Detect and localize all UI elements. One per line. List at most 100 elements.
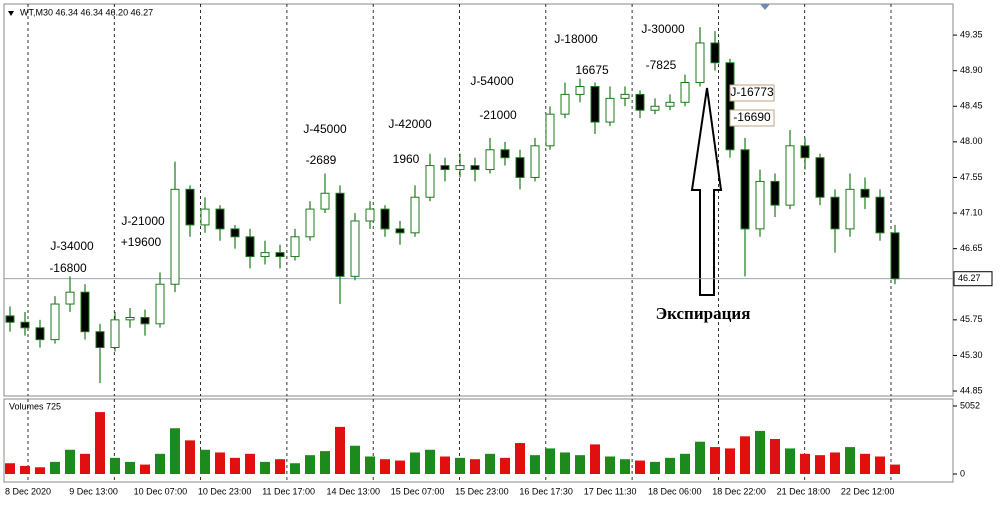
candle-body <box>380 208 390 230</box>
volume-bar <box>500 457 510 474</box>
annotation: -21000 <box>479 108 517 122</box>
candle-body <box>545 113 555 147</box>
volume-bar <box>515 443 525 474</box>
volume-tick-label: 0 <box>960 468 965 478</box>
volume-bar <box>185 440 195 474</box>
expiration-label: Экспирация <box>656 304 751 323</box>
candle-body <box>710 42 720 64</box>
volume-bar <box>5 463 15 474</box>
x-tick-label: 15 Dec 07:00 <box>391 486 445 496</box>
annotation: J-16773 <box>730 85 774 99</box>
candle-body <box>485 149 495 171</box>
volume-bar <box>245 453 255 474</box>
candle-body <box>5 315 15 323</box>
annotation: J-21000 <box>121 214 165 228</box>
x-tick-label: 21 Dec 18:00 <box>777 486 831 496</box>
volume-bar <box>635 460 645 474</box>
annotation-box <box>729 109 775 127</box>
candle-body <box>740 149 750 230</box>
volume-bar <box>35 467 45 474</box>
volume-bar <box>155 453 165 474</box>
volume-bar <box>530 455 540 474</box>
annotation: -16800 <box>49 261 87 275</box>
y-tick-label: 48.45 <box>960 101 983 111</box>
menu-triangle <box>8 11 14 16</box>
x-tick-label: 17 Dec 11:30 <box>584 486 637 496</box>
volume-bar <box>650 461 660 474</box>
x-tick-label: 22 Dec 12:00 <box>841 486 895 496</box>
annotation: J-54000 <box>470 74 514 88</box>
annotation: 1960 <box>393 152 420 166</box>
candle-body <box>125 316 135 321</box>
y-tick-label: 47.55 <box>960 172 983 182</box>
candle-body <box>470 165 480 171</box>
volume-bar <box>875 456 885 474</box>
y-tick-label: 48.90 <box>960 65 983 75</box>
candle-body <box>560 93 570 115</box>
y-tick-label: 46.65 <box>960 243 983 253</box>
candle-body <box>800 145 810 159</box>
annotation: J-45000 <box>303 122 347 136</box>
volume-bar <box>80 453 90 474</box>
volume-bar <box>695 441 705 474</box>
volume-bar <box>260 461 270 474</box>
volume-label: Volumes 725 <box>9 401 61 411</box>
volume-bar <box>365 456 375 474</box>
y-tick-label: 47.10 <box>960 207 983 217</box>
annotation: +19600 <box>121 235 162 249</box>
candle-body <box>320 192 330 210</box>
candle-body <box>185 188 195 226</box>
volume-bar <box>710 447 720 474</box>
price-panel <box>3 3 954 397</box>
candle-body <box>395 228 405 234</box>
volume-bar <box>275 459 285 474</box>
volume-bar <box>290 463 300 474</box>
shift-marker <box>760 4 770 10</box>
volume-bar <box>725 448 735 474</box>
y-tick-label: 44.85 <box>960 385 983 395</box>
volume-bar <box>440 456 450 474</box>
candle-body <box>410 196 420 234</box>
candle-body <box>830 196 840 230</box>
annotation: -16690 <box>733 110 771 124</box>
candle-body <box>815 157 825 198</box>
candle-body <box>680 82 690 103</box>
x-tick-label: 10 Dec 07:00 <box>134 486 188 496</box>
volume-bar <box>620 459 630 474</box>
volume-bar <box>770 439 780 474</box>
x-tick-label: 15 Dec 23:00 <box>455 486 509 496</box>
annotation: 16675 <box>575 63 609 77</box>
candle-body <box>335 192 345 277</box>
volume-bar <box>110 457 120 474</box>
candle-body <box>275 252 285 258</box>
volume-bar <box>455 457 465 474</box>
volume-bar <box>305 455 315 474</box>
header: WT,M30 46.34 46.34 46.20 46.27 <box>20 7 153 17</box>
candle-body <box>440 165 450 171</box>
candle-body <box>65 291 75 305</box>
candle-body <box>875 196 885 234</box>
x-tick-label: 16 Dec 17:30 <box>519 486 573 496</box>
volume-bar <box>65 449 75 474</box>
candle-body <box>665 101 675 107</box>
annotation: J-42000 <box>388 117 432 131</box>
volume-bar <box>350 445 360 474</box>
volume-bar <box>485 453 495 474</box>
candle-body <box>575 85 585 95</box>
volume-bar <box>215 452 225 474</box>
volume-bar <box>830 452 840 474</box>
volume-bar <box>140 464 150 474</box>
volume-bar <box>380 459 390 474</box>
annotation: -7825 <box>646 58 677 72</box>
last-price-box <box>953 271 993 287</box>
candle-body <box>110 319 120 349</box>
candle-body <box>530 145 540 178</box>
x-tick-label: 10 Dec 23:00 <box>198 486 252 496</box>
candle-body <box>845 188 855 230</box>
volume-bar <box>200 449 210 474</box>
candle-body <box>365 208 375 222</box>
volume-bar <box>845 447 855 474</box>
candle-body <box>590 85 600 123</box>
x-tick-label: 11 Dec 17:00 <box>262 486 315 496</box>
